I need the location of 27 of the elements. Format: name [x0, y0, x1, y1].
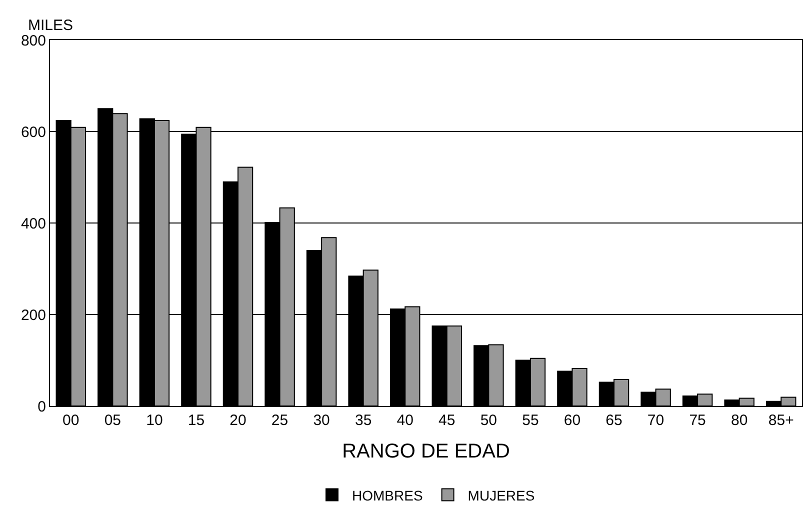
x-tick-label: 85+ — [768, 412, 794, 429]
x-tick-label: 45 — [438, 412, 456, 429]
x-axis-title: RANGO DE EDAD — [342, 440, 510, 462]
legend-label: MUJERES — [468, 487, 535, 504]
x-tick-label: 50 — [480, 412, 498, 429]
y-tick-label: 800 — [20, 32, 46, 50]
x-tick-label: 75 — [689, 412, 706, 429]
y-tick-label: 200 — [20, 306, 46, 324]
y-tick-label: 0 — [38, 398, 46, 416]
x-tick-label: 35 — [354, 412, 372, 429]
x-tick-label: 00 — [62, 412, 80, 429]
x-tick-label: 30 — [313, 412, 330, 429]
x-tick-label: 55 — [522, 412, 539, 429]
y-axis-title: MILES — [28, 17, 74, 34]
x-tick-label: 15 — [188, 412, 205, 429]
x-tick-label: 25 — [271, 412, 288, 429]
x-tick-label: 10 — [146, 412, 163, 429]
x-tick-label: 20 — [230, 412, 246, 429]
x-tick-label: 70 — [647, 412, 664, 429]
y-tick-label: 400 — [20, 215, 46, 232]
x-tick-label: 65 — [606, 412, 622, 429]
legend-label: HOMBRES — [352, 487, 423, 504]
y-tick-label: 600 — [20, 124, 46, 141]
x-tick-label: 05 — [104, 412, 122, 429]
x-tick-label: 80 — [730, 412, 748, 429]
x-tick-label: 40 — [396, 412, 414, 429]
x-tick-label: 60 — [564, 412, 581, 429]
